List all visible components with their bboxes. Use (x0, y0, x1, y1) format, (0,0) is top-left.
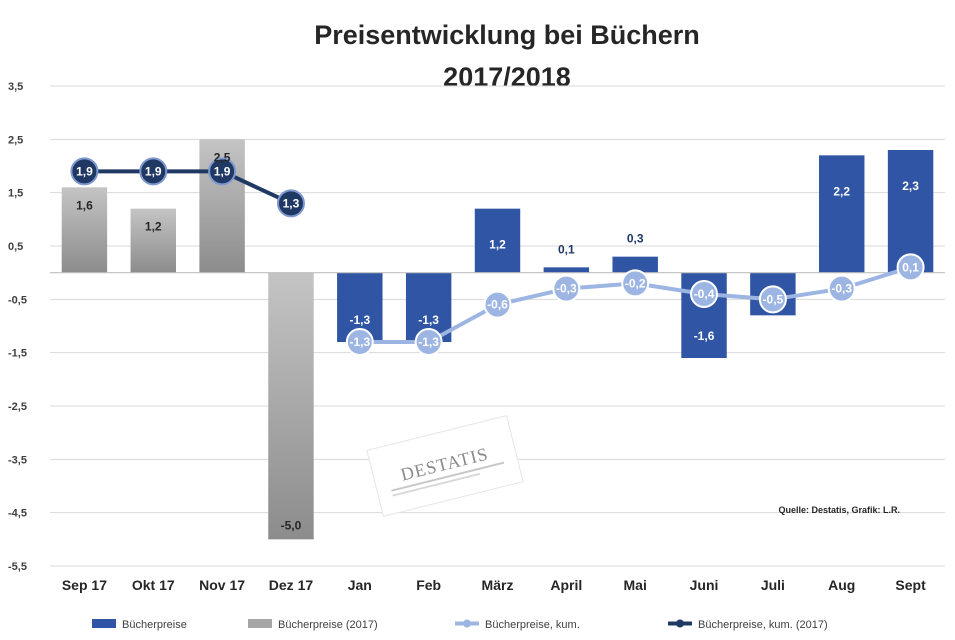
data-labels: -1,3 -1,3 1,2 0,1 0,3 -1,6 2,2 2,3 1,6 1,2 2,5 -5,0 (76, 150, 919, 532)
bar-data-label: 2,3 (902, 179, 919, 193)
x-tick-label: Sep 17 (62, 577, 107, 593)
bar-data-label: -5,0 (281, 518, 302, 532)
bar-data-label: 1,2 (145, 220, 162, 234)
x-tick-label: Jan (348, 577, 372, 593)
line-point (621, 269, 650, 298)
point-data-label: -0,3 (831, 282, 852, 296)
point-data-label: -0,3 (556, 282, 577, 296)
legend-marker (676, 619, 684, 628)
bar-bucherpreise (612, 256, 658, 273)
bar-bucherpreise (474, 208, 521, 273)
y-tick-label: 0,5 (8, 241, 23, 253)
line-point (70, 157, 99, 186)
point-data-label: -0,4 (694, 287, 715, 301)
y-axis-ticks: 3,5 2,5 1,5 0,5 -0,5 -1,5 -2,5 -3,5 -4,5 -5,5 (8, 81, 27, 573)
bar-data-label: 1,2 (489, 238, 506, 252)
line-point (690, 280, 719, 308)
x-axis-ticks: Sep 17 Okt 17 Nov 17 Dez 17 Jan Feb März April M… (62, 577, 926, 593)
point-data-label: -1,3 (349, 335, 370, 349)
line-point (345, 328, 374, 356)
line-point (552, 274, 581, 303)
bar-bucherpreise (887, 150, 934, 273)
source-note: Quelle: Destatis, Grafik: L.R. (778, 505, 900, 515)
y-tick-label: -3,5 (8, 454, 27, 466)
y-tick-label: 1,5 (8, 188, 23, 200)
x-tick-label: Okt 17 (132, 577, 175, 593)
x-tick-label: April (550, 577, 582, 593)
x-tick-label: Mai (624, 577, 647, 593)
y-tick-label: -0,5 (8, 294, 27, 306)
line-point (896, 253, 925, 282)
legend-marker (463, 619, 471, 628)
y-tick-label: -5,5 (8, 561, 27, 573)
line-point (139, 157, 168, 186)
bar-bucherpreise (543, 267, 590, 273)
bar-data-label: -1,3 (349, 313, 370, 327)
point-data-label: 1,9 (214, 164, 231, 178)
point-data-label: -0,5 (763, 292, 784, 306)
bar-bucherpreise-2017 (268, 272, 314, 540)
destatis-watermark: DESTATIS (366, 414, 524, 518)
line-point (827, 274, 856, 303)
bar-data-label: 2,5 (214, 150, 231, 164)
line-point (483, 290, 512, 319)
y-tick-label: 3,5 (8, 81, 23, 93)
bar-data-label: 0,1 (558, 242, 575, 256)
point-data-label: 1,3 (283, 196, 300, 210)
y-tick-label: -1,5 (8, 348, 27, 360)
line-point (758, 285, 787, 314)
chart-title-line2: 2017/2018 (443, 62, 571, 92)
chart-title-line1: Preisentwicklung bei Büchern (314, 20, 700, 50)
x-tick-label: Dez 17 (269, 577, 314, 593)
legend-label: Bücherpreise (2017) (278, 619, 378, 631)
gridlines (50, 85, 945, 567)
point-data-label: 1,9 (76, 164, 93, 178)
y-tick-label: -4,5 (8, 508, 27, 520)
lines: -1,3 -1,3 -0,6 -0,3 -0,2 -0,4 -0,5 -0,3 0,1 1,9 1,… (70, 157, 925, 356)
point-data-label: 1,9 (145, 164, 162, 178)
bar-bucherpreise-2017 (61, 187, 108, 273)
x-tick-label: Sept (895, 577, 926, 593)
bar-bucherpreise-2017 (130, 208, 176, 273)
x-tick-label: März (482, 577, 514, 593)
bar-data-label: 0,3 (627, 232, 644, 246)
legend-label: Bücherpreise (122, 619, 187, 631)
legend-swatch (248, 619, 272, 628)
x-tick-label: Aug (828, 577, 855, 593)
y-tick-label: 2,5 (8, 134, 23, 146)
x-tick-label: Feb (416, 577, 441, 593)
legend-label: Bücherpreise, kum. (485, 619, 580, 631)
line-point (208, 157, 237, 186)
y-tick-label: -2,5 (8, 401, 27, 413)
legend-swatch (92, 619, 116, 628)
x-tick-label: Juli (761, 577, 785, 593)
point-data-label: -0,6 (487, 298, 508, 312)
bar-data-label: 1,6 (76, 198, 93, 212)
line-point (276, 189, 305, 218)
x-tick-label: Juni (690, 577, 719, 593)
point-data-label: 0,1 (902, 260, 919, 274)
legend: Bücherpreise Bücherpreise (2017) Bücherpre… (92, 619, 828, 631)
bars (61, 139, 934, 540)
point-data-label: -1,3 (418, 335, 439, 349)
bar-data-label: -1,3 (418, 313, 439, 327)
bar-data-label: -1,6 (694, 329, 715, 343)
x-tick-label: Nov 17 (199, 577, 245, 593)
bar-data-label: 2,2 (833, 184, 850, 198)
bar-bucherpreise (819, 155, 865, 273)
legend-label: Bücherpreise, kum. (2017) (698, 619, 828, 631)
line-point (414, 328, 443, 356)
line-kum-2017 (84, 169, 292, 206)
point-data-label: -0,2 (625, 276, 646, 290)
